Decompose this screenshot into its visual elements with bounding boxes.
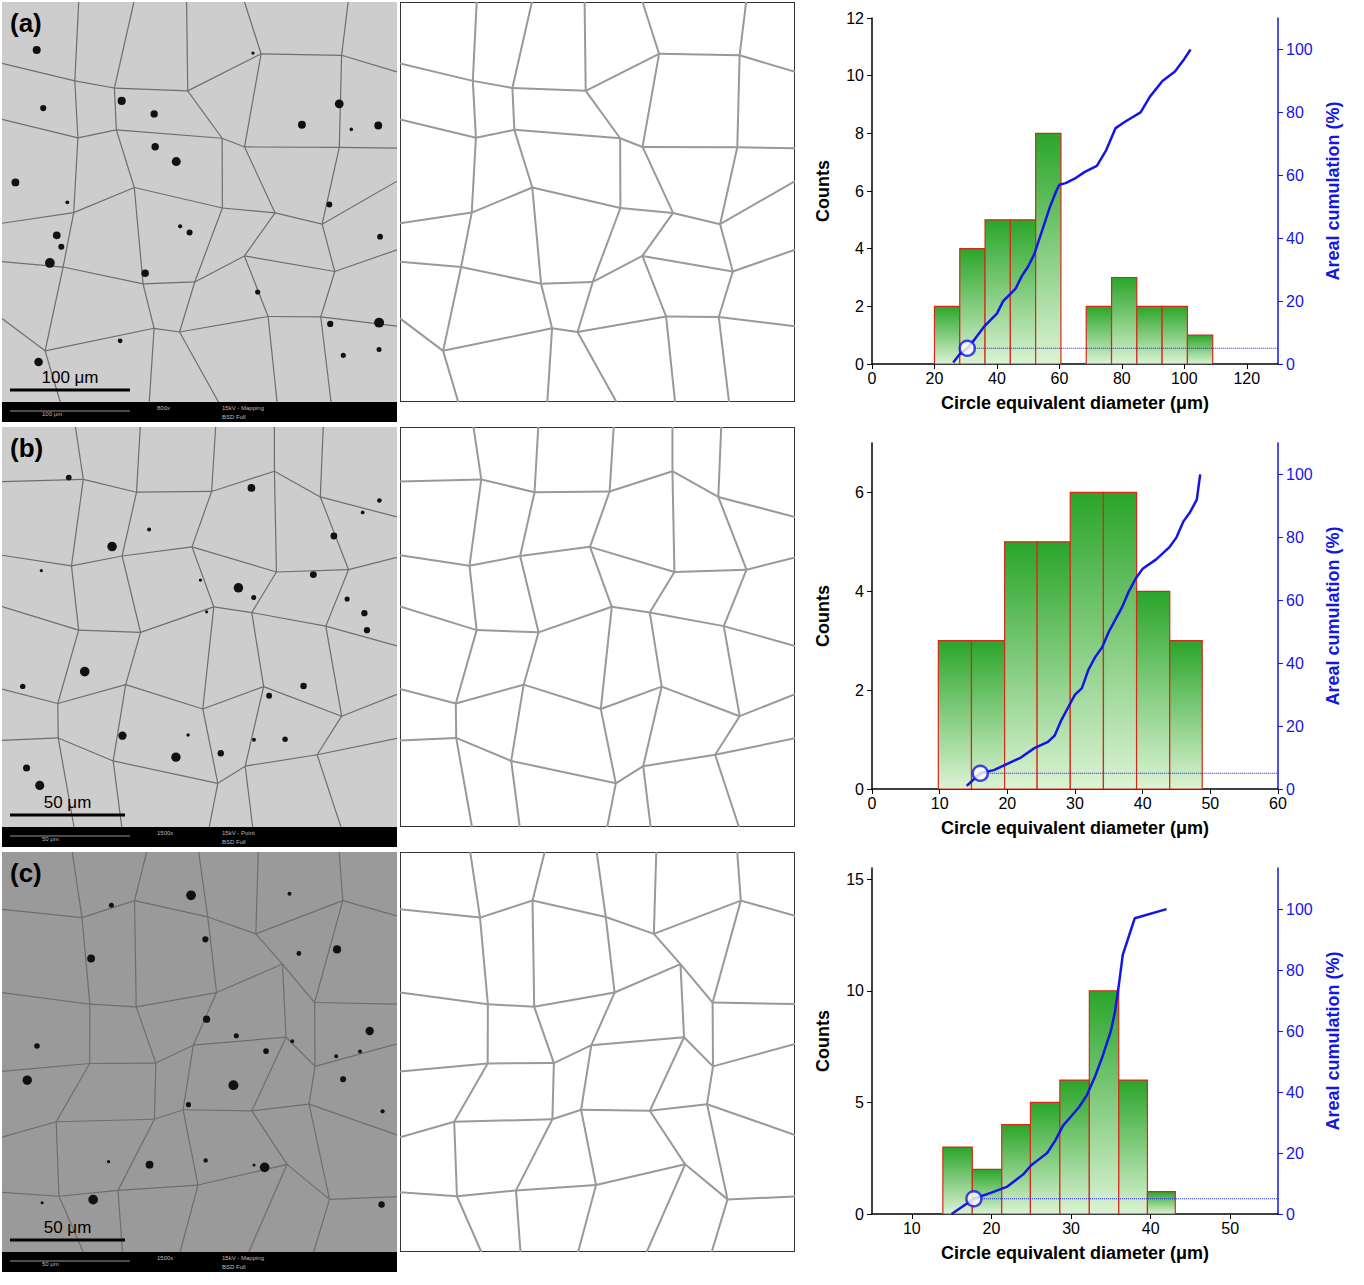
svg-text:50 μm: 50 μm (42, 1261, 59, 1267)
svg-text:15kV - Mapping: 15kV - Mapping (222, 405, 264, 411)
svg-text:0: 0 (1286, 356, 1295, 373)
svg-text:100 μm: 100 μm (42, 411, 62, 417)
svg-text:(a): (a) (10, 8, 42, 38)
svg-text:BSD Full: BSD Full (222, 414, 246, 420)
svg-text:100: 100 (1286, 41, 1313, 58)
svg-text:80: 80 (1286, 104, 1304, 121)
svg-text:20: 20 (1286, 718, 1304, 735)
svg-text:0: 0 (855, 356, 864, 373)
svg-text:10: 10 (846, 67, 864, 84)
svg-text:50 μm: 50 μm (42, 836, 59, 842)
svg-text:15kV - Point: 15kV - Point (222, 830, 255, 836)
svg-text:50: 50 (1201, 795, 1219, 812)
svg-text:80: 80 (1286, 962, 1304, 979)
svg-text:800x: 800x (157, 405, 170, 411)
svg-text:100: 100 (1171, 370, 1198, 387)
svg-text:BSD Full: BSD Full (222, 1264, 246, 1270)
svg-text:15kV - Mapping: 15kV - Mapping (222, 1255, 264, 1261)
svg-text:Areal cumulation (%): Areal cumulation (%) (1323, 526, 1343, 705)
svg-text:30: 30 (1062, 1220, 1080, 1237)
svg-text:80: 80 (1286, 529, 1304, 546)
svg-text:40: 40 (1286, 1084, 1304, 1101)
svg-text:0: 0 (855, 1206, 864, 1223)
svg-text:6: 6 (855, 183, 864, 200)
svg-text:120: 120 (1233, 370, 1260, 387)
svg-text:100: 100 (1286, 466, 1313, 483)
svg-text:60: 60 (1286, 167, 1304, 184)
svg-text:40: 40 (1142, 1220, 1160, 1237)
svg-text:(c): (c) (10, 858, 42, 888)
svg-text:20: 20 (1286, 1145, 1304, 1162)
svg-text:40: 40 (1286, 655, 1304, 672)
svg-text:100 μm: 100 μm (41, 368, 98, 387)
svg-text:40: 40 (1286, 230, 1304, 247)
svg-text:Circle equivalent diameter (μm: Circle equivalent diameter (μm) (941, 1243, 1209, 1263)
svg-text:0: 0 (855, 781, 864, 798)
svg-text:0: 0 (1286, 781, 1295, 798)
svg-text:12: 12 (846, 10, 864, 27)
svg-text:10: 10 (931, 795, 949, 812)
svg-text:Areal cumulation (%): Areal cumulation (%) (1323, 101, 1343, 280)
svg-text:(b): (b) (10, 433, 43, 463)
svg-text:15: 15 (846, 871, 864, 888)
svg-text:4: 4 (855, 583, 864, 600)
svg-text:20: 20 (983, 1220, 1001, 1237)
svg-text:20: 20 (926, 370, 944, 387)
svg-text:10: 10 (903, 1220, 921, 1237)
svg-text:4: 4 (855, 240, 864, 257)
svg-text:2: 2 (855, 298, 864, 315)
svg-text:2: 2 (855, 682, 864, 699)
svg-text:60: 60 (1050, 370, 1068, 387)
svg-text:BSD Full: BSD Full (222, 839, 246, 845)
svg-text:60: 60 (1269, 795, 1287, 812)
svg-text:Circle equivalent diameter (μm: Circle equivalent diameter (μm) (941, 393, 1209, 413)
svg-text:Counts: Counts (813, 585, 833, 647)
svg-text:40: 40 (988, 370, 1006, 387)
svg-text:10: 10 (846, 982, 864, 999)
svg-text:100: 100 (1286, 901, 1313, 918)
svg-text:50 μm: 50 μm (44, 793, 92, 812)
svg-text:0: 0 (1286, 1206, 1295, 1223)
svg-text:Areal cumulation (%): Areal cumulation (%) (1323, 951, 1343, 1130)
svg-text:6: 6 (855, 484, 864, 501)
svg-text:60: 60 (1286, 592, 1304, 609)
svg-text:1500x: 1500x (157, 830, 173, 836)
svg-text:Circle equivalent diameter (μm: Circle equivalent diameter (μm) (941, 818, 1209, 838)
svg-text:50 μm: 50 μm (44, 1218, 92, 1237)
svg-text:0: 0 (868, 370, 877, 387)
svg-text:80: 80 (1113, 370, 1131, 387)
svg-text:5: 5 (855, 1094, 864, 1111)
svg-text:Counts: Counts (813, 160, 833, 222)
svg-text:40: 40 (1134, 795, 1152, 812)
svg-text:50: 50 (1221, 1220, 1239, 1237)
svg-text:0: 0 (868, 795, 877, 812)
svg-text:20: 20 (1286, 293, 1304, 310)
svg-text:20: 20 (998, 795, 1016, 812)
svg-text:60: 60 (1286, 1023, 1304, 1040)
svg-text:Counts: Counts (813, 1010, 833, 1072)
svg-text:8: 8 (855, 125, 864, 142)
svg-text:1500x: 1500x (157, 1255, 173, 1261)
svg-text:30: 30 (1066, 795, 1084, 812)
